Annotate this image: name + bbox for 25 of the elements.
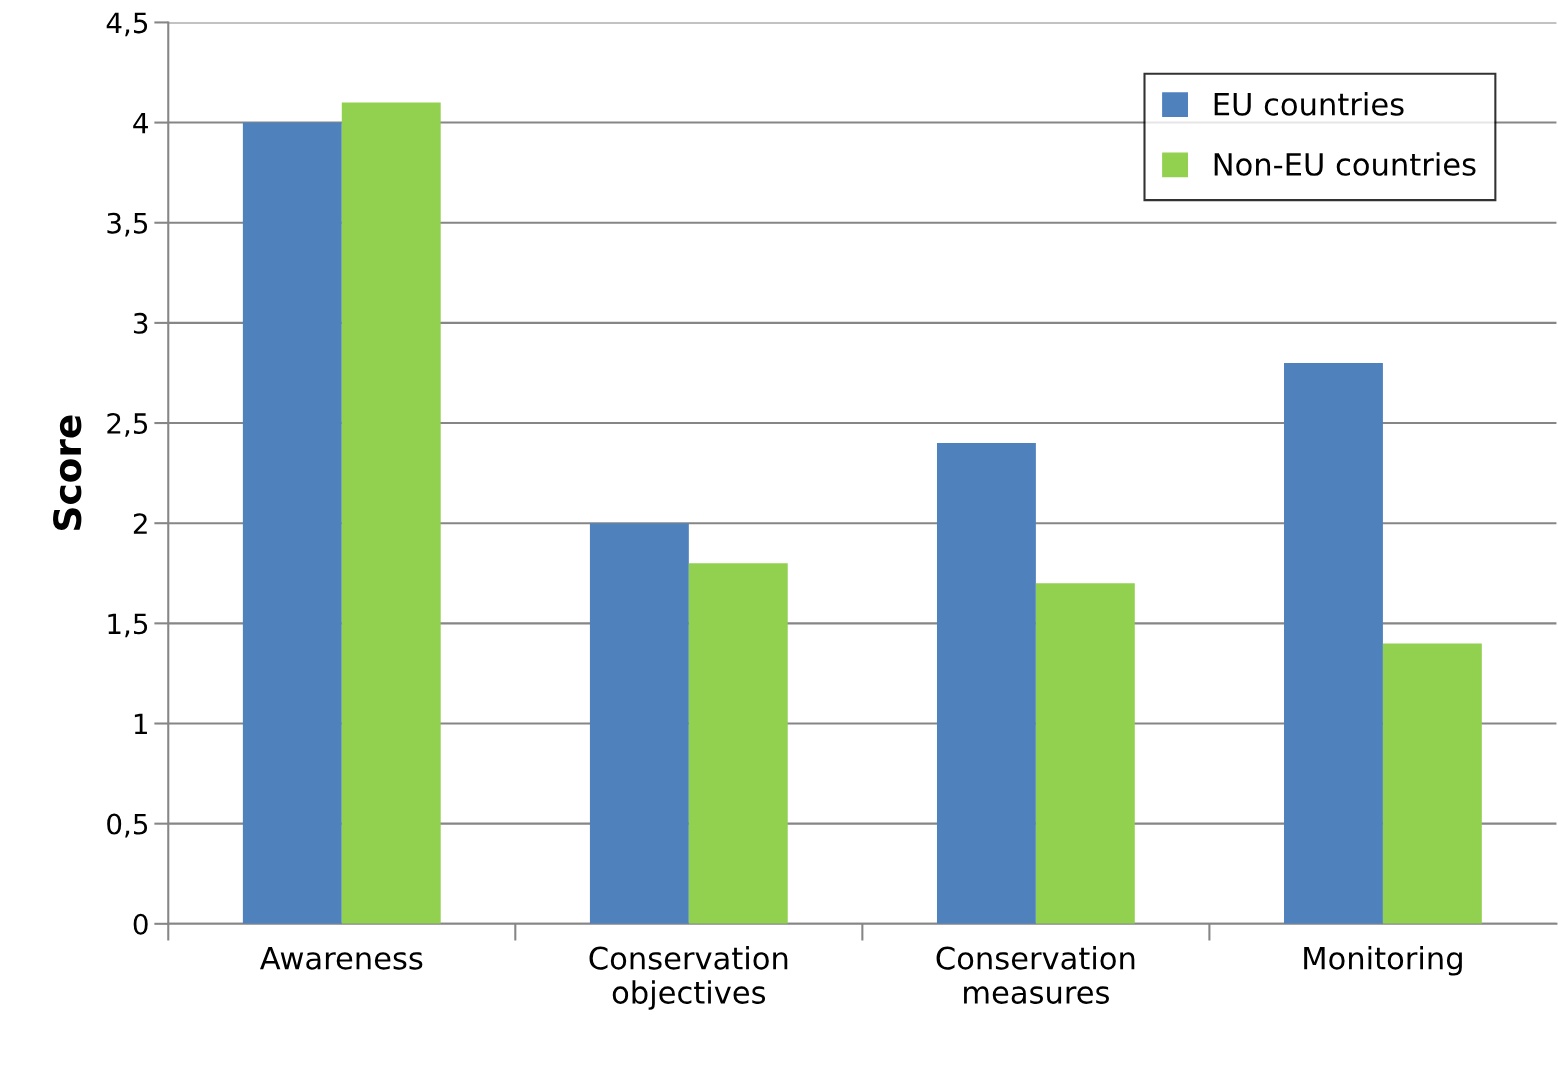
x-tick-label: Monitoring xyxy=(1304,946,1462,976)
legend-label: Non-EU countries xyxy=(1214,152,1476,176)
bar xyxy=(242,122,342,924)
y-axis-title: Score xyxy=(53,415,82,530)
bar xyxy=(341,102,441,924)
y-tick-label: 3,5 xyxy=(107,212,148,237)
bar xyxy=(1382,643,1482,924)
y-tick-label: 0,5 xyxy=(107,813,148,838)
y-tick-label: 2,5 xyxy=(107,412,148,437)
bar xyxy=(1035,583,1135,924)
bar xyxy=(1284,362,1383,924)
x-tick-label: Conservation measures xyxy=(936,946,1135,1004)
y-tick-label: 0 xyxy=(133,913,148,935)
legend-label: EU countries xyxy=(1214,92,1404,116)
y-tick-label: 4,5 xyxy=(106,12,148,37)
bar xyxy=(688,563,788,924)
y-tick-label: 2 xyxy=(133,513,147,534)
y-tick-label: 1 xyxy=(134,713,147,735)
bar xyxy=(589,523,689,924)
y-tick-label: 4 xyxy=(133,112,148,134)
x-tick-label: Awareness xyxy=(259,946,423,970)
y-tick-label: 1,5 xyxy=(108,613,148,638)
x-tick-label: Conservation objectives xyxy=(589,946,788,1010)
y-tick-label: 3 xyxy=(133,312,148,334)
bar xyxy=(936,443,1036,924)
